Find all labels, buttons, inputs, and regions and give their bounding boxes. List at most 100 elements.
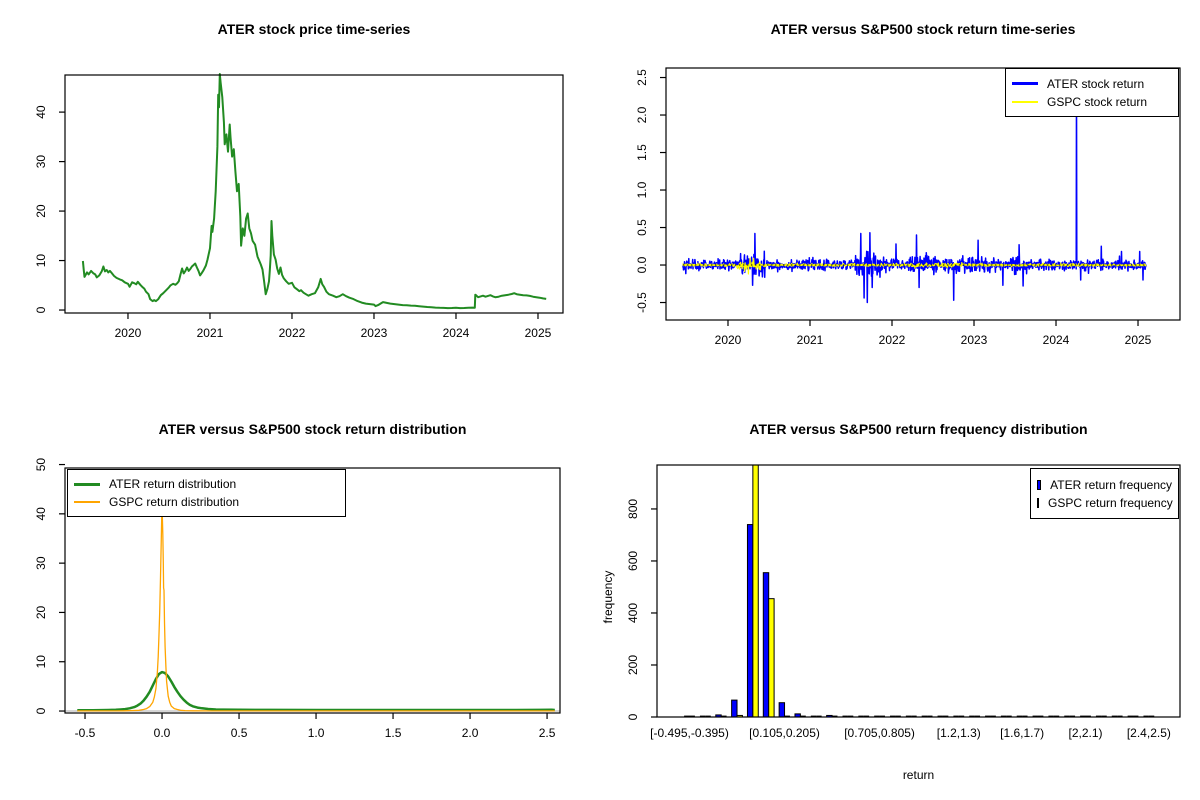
svg-text:10: 10 <box>34 655 48 669</box>
svg-text:-0.5: -0.5 <box>635 292 649 313</box>
plot-box <box>656 464 1181 718</box>
y-axis: 0 10 20 30 40 50 <box>34 458 65 714</box>
svg-text:30: 30 <box>34 556 48 570</box>
zero-bar <box>858 715 864 717</box>
zero-bar <box>816 715 822 717</box>
ater-return-line-swatch <box>1012 82 1038 85</box>
legend-label: ATER return frequency <box>1050 477 1172 492</box>
ater-frequency-bar <box>778 702 786 718</box>
svg-text:[1.6,1.7): [1.6,1.7) <box>1000 726 1044 740</box>
zero-bar <box>1069 715 1076 717</box>
zero-bar <box>847 715 854 717</box>
svg-text:40: 40 <box>34 507 48 521</box>
ater-frequency-bar <box>746 524 754 718</box>
svg-text:2023: 2023 <box>361 326 388 340</box>
svg-text:2025: 2025 <box>525 326 552 340</box>
ater-frequency-bar <box>762 572 770 718</box>
legend-entry-ater-density: ATER return distribution <box>74 477 339 491</box>
zero-bar <box>1048 715 1054 717</box>
zero-bar <box>705 715 711 717</box>
legend-label: GSPC stock return <box>1047 94 1148 109</box>
gspc-frequency-bar <box>768 598 775 718</box>
zero-bar <box>890 715 896 717</box>
svg-text:0.0: 0.0 <box>635 256 649 273</box>
zero-bar <box>810 715 817 717</box>
svg-text:0.0: 0.0 <box>154 726 171 740</box>
zero-bar <box>990 715 996 717</box>
chart-title-returns: ATER versus S&P500 stock return time-ser… <box>770 21 1076 37</box>
zero-bar <box>1127 715 1134 717</box>
plot-box <box>64 74 564 314</box>
price-chart: 2020 2021 2022 2023 2024 2025 0 10 20 30 40 <box>34 73 564 340</box>
zero-bar <box>879 715 885 717</box>
zero-bar <box>1117 715 1123 717</box>
svg-text:2024: 2024 <box>443 326 470 340</box>
zero-bar <box>895 715 901 717</box>
svg-text:0: 0 <box>34 707 48 714</box>
svg-text:[2,2.1): [2,2.1) <box>1068 726 1102 740</box>
zero-bar <box>953 715 959 717</box>
legend-label: ATER return distribution <box>109 477 237 491</box>
panel-stock-returns: ATER versus S&P500 stock return time-ser… <box>600 0 1200 400</box>
legend-label: GSPC return frequency <box>1048 495 1173 510</box>
svg-text:[0.105,0.205): [0.105,0.205) <box>749 726 820 740</box>
legend-density: ATER return distribution GSPC return dis… <box>67 469 346 517</box>
svg-text:1.5: 1.5 <box>385 726 402 740</box>
zero-bar <box>1101 715 1107 717</box>
ater-density-line-swatch <box>74 482 100 486</box>
ater-frequency-box-swatch <box>1037 479 1042 490</box>
zero-bar <box>684 715 690 717</box>
panel-return-distribution: ATER versus S&P500 stock return distribu… <box>0 400 600 800</box>
chart-title-histogram: ATER versus S&P500 return frequency dist… <box>749 421 1088 437</box>
zero-bar <box>958 715 965 717</box>
plot-box <box>665 67 1181 321</box>
svg-text:2020: 2020 <box>115 326 142 340</box>
zero-bar <box>1032 715 1038 717</box>
svg-text:2022: 2022 <box>279 326 306 340</box>
svg-text:2022: 2022 <box>879 333 906 347</box>
svg-text:2020: 2020 <box>715 333 742 347</box>
x-axis-label-return: return <box>902 768 935 782</box>
zero-bar <box>1080 715 1086 717</box>
zero-bar <box>927 715 933 717</box>
svg-text:2.5: 2.5 <box>539 726 556 740</box>
zero-bar <box>1016 715 1023 717</box>
x-axis: [-0.495,-0.395) [0.105,0.205) [0.705,0.805… <box>650 726 1171 740</box>
svg-text:[0.705,0.805): [0.705,0.805) <box>844 726 915 740</box>
panel-stock-price: ATER stock price time-series 2020 2021 202… <box>0 0 600 400</box>
legend-label: GSPC return distribution <box>109 495 240 509</box>
svg-text:2025: 2025 <box>1125 333 1152 347</box>
legend-entry-gspc-frequency: GSPC return frequency <box>1037 495 1173 510</box>
zero-bar <box>1148 715 1155 717</box>
gspc-density-line-swatch <box>74 501 100 503</box>
svg-text:1.5: 1.5 <box>635 144 649 161</box>
zero-bar <box>863 715 870 717</box>
zero-bar <box>1053 715 1060 717</box>
zero-bar <box>1111 715 1118 717</box>
legend-returns: ATER stock return GSPC stock return <box>1005 68 1179 117</box>
histogram-chart: [-0.495,-0.395) [0.105,0.205) [0.705,0.805… <box>626 464 1181 740</box>
zero-bar <box>985 715 991 717</box>
legend-histogram: ATER return frequency GSPC return freque… <box>1030 468 1179 519</box>
svg-text:2023: 2023 <box>961 333 988 347</box>
zero-bar <box>974 715 981 717</box>
legend-entry-gspc-density: GSPC return distribution <box>74 495 339 509</box>
svg-text:200: 200 <box>626 655 640 675</box>
zero-bar <box>1006 715 1012 717</box>
plot-box <box>64 467 561 714</box>
zero-bar <box>1133 715 1139 717</box>
zero-bar <box>942 715 949 717</box>
gspc-frequency-box-swatch <box>1037 497 1039 508</box>
gspc-density-line <box>77 503 555 712</box>
svg-text:2021: 2021 <box>797 333 824 347</box>
y-axis: -0.5 0.0 0.5 1.0 1.5 2.0 2.5 <box>635 69 666 313</box>
svg-text:[2.4,2.5): [2.4,2.5) <box>1127 726 1171 740</box>
svg-text:[1.2,1.3): [1.2,1.3) <box>937 726 981 740</box>
svg-text:2.0: 2.0 <box>462 726 479 740</box>
zero-bar <box>937 715 943 717</box>
legend-entry-ater-return: ATER stock return <box>1012 77 1172 91</box>
svg-text:20: 20 <box>34 204 48 218</box>
svg-text:30: 30 <box>34 155 48 169</box>
ater-frequency-bar <box>731 699 738 718</box>
svg-text:40: 40 <box>34 105 48 119</box>
